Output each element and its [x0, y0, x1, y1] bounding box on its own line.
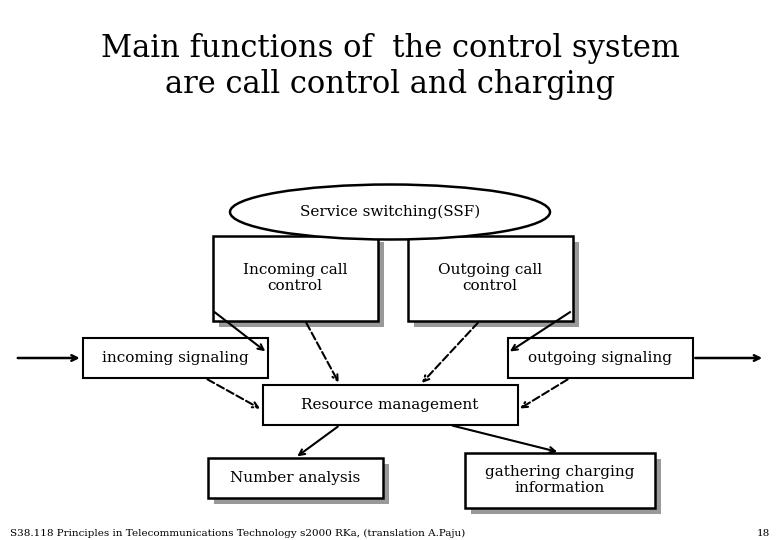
Text: Incoming call
control: Incoming call control: [243, 263, 347, 293]
FancyBboxPatch shape: [508, 338, 693, 378]
FancyBboxPatch shape: [83, 338, 268, 378]
Text: Outgoing call
control: Outgoing call control: [438, 263, 542, 293]
Text: Service switching(SSF): Service switching(SSF): [300, 205, 480, 219]
FancyBboxPatch shape: [413, 241, 579, 327]
Text: incoming signaling: incoming signaling: [101, 351, 248, 365]
Text: Main functions of  the control system: Main functions of the control system: [101, 32, 679, 64]
Text: 18: 18: [757, 529, 770, 537]
FancyBboxPatch shape: [214, 464, 388, 504]
FancyBboxPatch shape: [263, 385, 517, 425]
FancyBboxPatch shape: [218, 241, 384, 327]
Text: S38.118 Principles in Telecommunications Technology s2000 RKa, (translation A.Pa: S38.118 Principles in Telecommunications…: [10, 529, 465, 537]
Text: are call control and charging: are call control and charging: [165, 70, 615, 100]
Text: outgoing signaling: outgoing signaling: [528, 351, 672, 365]
FancyBboxPatch shape: [212, 235, 378, 321]
Text: Resource management: Resource management: [301, 398, 479, 412]
FancyBboxPatch shape: [471, 458, 661, 514]
Text: Number analysis: Number analysis: [230, 471, 360, 485]
FancyBboxPatch shape: [465, 453, 655, 508]
FancyBboxPatch shape: [207, 458, 382, 498]
Ellipse shape: [230, 185, 550, 240]
Text: gathering charging
information: gathering charging information: [485, 465, 635, 495]
FancyBboxPatch shape: [407, 235, 573, 321]
